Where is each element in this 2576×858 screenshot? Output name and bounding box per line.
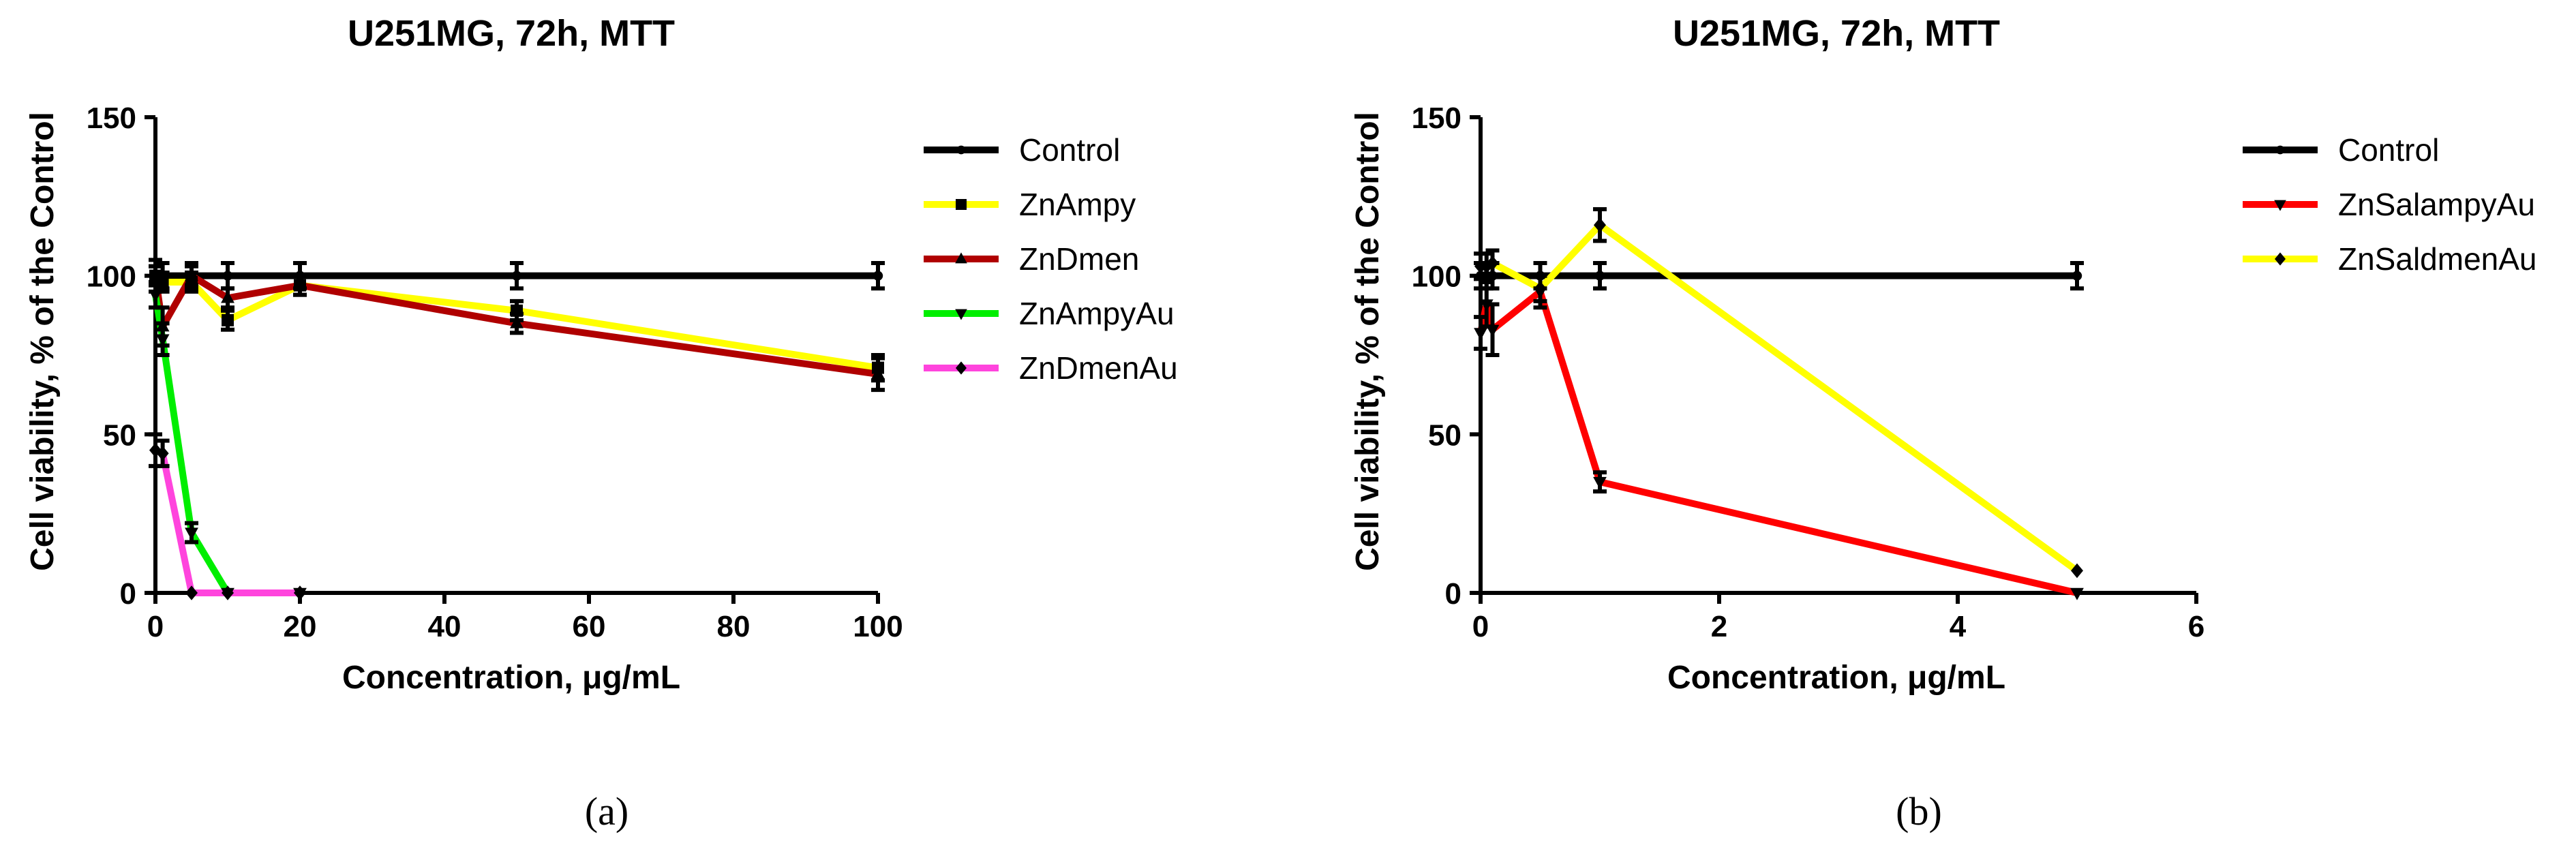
data-point-znsaldmenau [2071,563,2083,579]
legend-label-znsaldmenau: ZnSaldmenAu [2338,241,2537,277]
legend-marker-zndmen [955,252,967,264]
y-tick-label: 150 [1412,102,1461,135]
data-point-zndmen [149,268,162,281]
x-tick-label: 2 [1711,610,1727,643]
legend-label-control: Control [2338,132,2439,168]
data-point-zndmen [221,290,234,303]
legend-label-control: Control [1019,132,1120,168]
y-tick-label: 0 [1445,577,1461,611]
legend-label-zndmen: ZnDmen [1019,241,1139,277]
data-point-control [1594,271,1605,281]
legend-marker-znampyau [955,309,967,320]
data-point-znsalampyau [1593,476,1607,489]
x-tick-label: 100 [853,610,903,643]
y-axis-title: Cell viability, % of the Control [25,112,61,571]
data-point-zndmen [185,268,198,281]
chart-title: U251MG, 72h, MTT [1673,13,2000,54]
y-tick-label: 100 [1412,260,1461,294]
y-tick-label: 100 [87,260,136,294]
legend-label-znampy: ZnAmpy [1019,187,1136,222]
legend-marker-znsalampyau [2274,200,2286,211]
data-point-zndmenau [294,585,306,600]
data-point-znsaldmenau [1534,281,1547,296]
legend-marker-znampy [956,199,967,210]
chart-title: U251MG, 72h, MTT [348,13,675,54]
series-line-zndmenau [153,447,300,596]
legend-label-znsalampyau: ZnSalampyAu [2338,187,2535,222]
data-point-znsaldmenau [1594,217,1606,233]
y-tick-label: 50 [103,418,136,452]
y-tick-label: 150 [87,102,136,135]
legend-marker-zndmenau [956,361,967,375]
x-tick-label: 80 [717,610,751,643]
data-point-znsaldmenau [1486,256,1499,271]
data-point-zndmen [293,277,307,290]
y-tick-label: 0 [120,577,136,611]
panel-label: (a) [585,789,628,833]
x-tick-label: 20 [284,610,317,643]
x-axis-title: Concentration, μg/mL [1667,660,2005,696]
x-tick-label: 60 [573,610,606,643]
y-tick-label: 50 [1428,418,1461,452]
x-tick-label: 0 [1472,610,1489,643]
data-point-znsalampyau [1474,328,1487,341]
series-line-znampyau [152,294,300,596]
data-point-control [2072,271,2082,281]
x-tick-label: 0 [147,610,164,643]
x-tick-label: 6 [2188,610,2204,643]
x-tick-label: 40 [428,610,461,643]
data-point-control [873,271,883,281]
data-point-control [511,271,522,281]
data-point-znsalampyau [1485,324,1500,337]
data-point-znampyau [155,334,170,347]
data-point-znsalampyau [2070,587,2084,600]
legend-marker-znsaldmenau [2275,252,2286,266]
data-point-zndmen [510,316,524,328]
data-point-znampy [222,313,234,326]
series-line-znsalampyau [1477,288,2078,596]
chart-panel-a: U251MG, 72h, MTT 0 50 100 150 0 20 40 60 80 100 Con… [25,13,1178,833]
panel-label: (b) [1896,789,1942,833]
data-point-zndmenau [185,585,198,600]
data-point-zndmenau [222,585,234,600]
data-point-znampyau [149,290,162,303]
y-axis-title: Cell viability, % of the Control [1350,112,1386,571]
legend-label-zndmenau: ZnDmenAu [1019,350,1178,386]
x-axis-title: Concentration, μg/mL [342,660,680,696]
legend-label-znampyau: ZnAmpyAu [1019,296,1175,331]
data-point-znampyau [185,527,198,540]
data-point-zndmen [871,367,885,380]
legend-marker-control [956,145,966,155]
legend-marker-control [2275,145,2285,155]
x-tick-label: 4 [1950,610,1967,643]
chart-panel-b: U251MG, 72h, MTT 0 50 100 150 0 2 4 6 Concentrati… [1350,13,2537,833]
data-point-zndmenau [156,446,169,461]
data-point-control [222,271,233,281]
